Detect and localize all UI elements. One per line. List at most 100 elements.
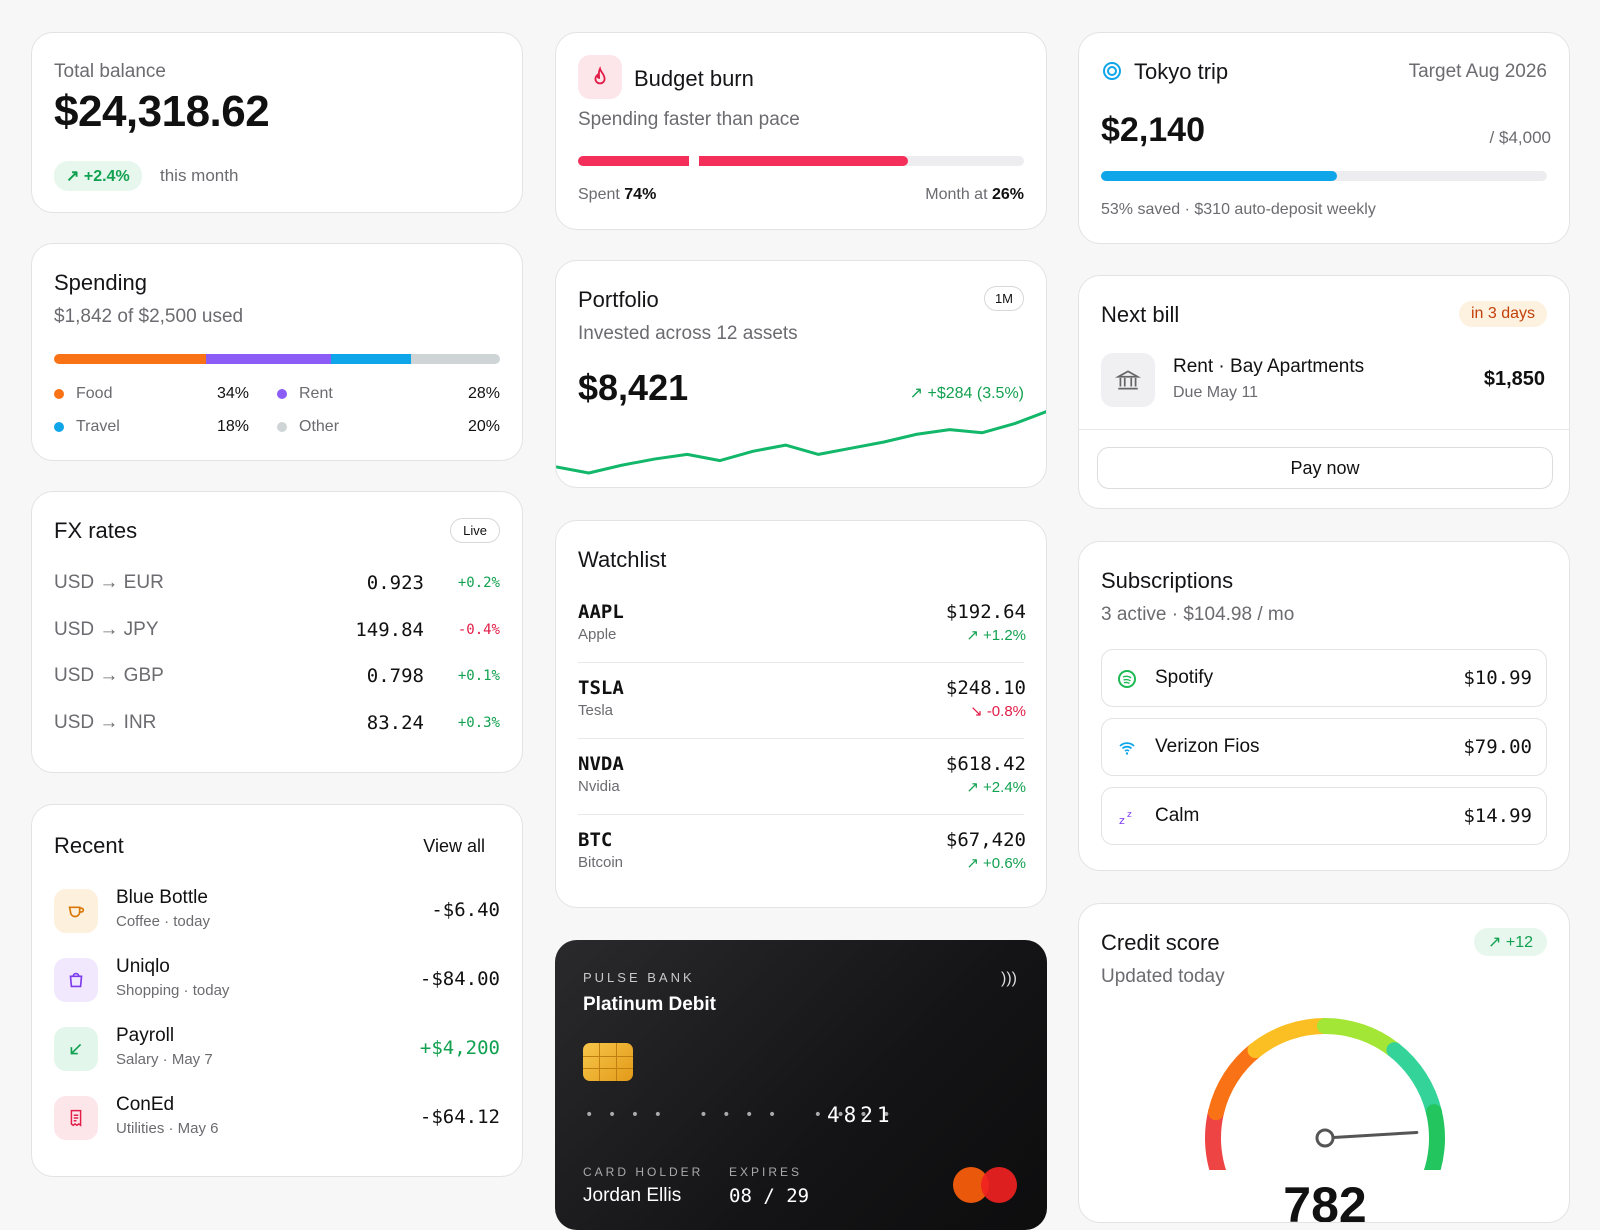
price-change: ↘ -0.8% (970, 703, 1026, 720)
price: $248.10 (945, 677, 1026, 699)
legend-value: 34% (216, 385, 249, 402)
flame-icon (578, 55, 622, 99)
transaction-name: ConEd (116, 1094, 175, 1115)
watchlist-row[interactable]: NVDA Nvidia $618.42 ↗ +2.4% (556, 753, 1046, 819)
legend-dot (277, 422, 287, 432)
legend-dot (54, 422, 64, 432)
balance-amount: $24,318.62 (54, 87, 270, 136)
svg-text:z: z (1119, 814, 1125, 827)
subscription-row[interactable]: z z Calm $14.99 (1101, 787, 1547, 845)
card-holder: Jordan Ellis (583, 1185, 682, 1206)
legend-label: Other (299, 418, 340, 435)
range-selector[interactable]: 1M (983, 286, 1024, 311)
ticker: AAPL (578, 601, 624, 623)
subscription-row[interactable]: Verizon Fios $79.00 (1101, 718, 1547, 776)
legend-label: Food (76, 385, 113, 402)
goal-note: 53% saved · $310 auto-deposit weekly (1101, 201, 1376, 218)
network-logo-right (981, 1167, 1017, 1203)
legend-dot (277, 389, 287, 399)
price-change: ↗ +1.2% (966, 627, 1026, 644)
gauge-segment (1208, 1042, 1264, 1121)
legend-label: Travel (76, 418, 120, 435)
goal-total: / $4,000 (1489, 128, 1551, 147)
fx-pair: USD → INR (54, 711, 157, 733)
subscription-price: $14.99 (1463, 805, 1532, 827)
company-name: Nvidia (578, 778, 620, 795)
subscription-name: Calm (1155, 805, 1200, 826)
live-badge: Live (450, 518, 500, 543)
portfolio-value: $8,421 (578, 367, 689, 408)
gauge-segment (1205, 1104, 1227, 1170)
trend-up-icon: ↗ (66, 168, 80, 185)
price-change: ↗ +2.4% (966, 779, 1026, 796)
divider (578, 662, 1024, 663)
bank-building-icon (1101, 353, 1155, 407)
spending-bar (54, 354, 500, 364)
fx-title: FX rates (54, 518, 138, 543)
contactless-icon: ))) (1001, 970, 1017, 987)
gauge-needle (1323, 1130, 1419, 1140)
balance-change: +2.4% (83, 168, 130, 185)
watchlist-row[interactable]: BTC Bitcoin $67,420 ↗ +0.6% (556, 829, 1046, 895)
legend-value: 18% (216, 418, 249, 435)
credit-card: Credit score ↗ +12 Updated today 782 (1078, 903, 1570, 1223)
spending-legend-item: Other 20% (277, 415, 500, 439)
shopping-bag-icon (54, 958, 98, 1002)
fx-change: -0.4% (457, 621, 500, 638)
transaction-name: Blue Bottle (116, 887, 208, 908)
chip-icon (583, 1043, 633, 1081)
company-name: Apple (578, 626, 617, 643)
receipt-icon (54, 1096, 98, 1140)
spending-card: Spending $1,842 of $2,500 used Food 34% Re… (31, 243, 523, 461)
portfolio-change: ↗ +$284 (3.5%) (909, 385, 1024, 402)
legend-value: 20% (467, 418, 500, 435)
goal-progress-bar (1101, 171, 1338, 181)
fx-pair: USD → JPY (54, 618, 159, 640)
fx-pair: USD → GBP (54, 665, 164, 686)
subscription-row[interactable]: Spotify $10.99 (1101, 649, 1547, 707)
divider (578, 738, 1024, 739)
spending-legend-item: Food 34% (54, 382, 249, 406)
goal-saved: $2,140 (1101, 111, 1205, 149)
spending-segment (410, 354, 500, 364)
transaction-meta: Shopping · today (116, 982, 230, 999)
credit-gauge (1205, 1018, 1445, 1170)
credit-title: Credit score (1101, 930, 1220, 955)
fx-rate: 0.923 (366, 572, 424, 594)
card-number-masked: • • • • • • • • • • • • (585, 1107, 894, 1123)
balance-change-badge: ↗ +2.4% (54, 161, 142, 191)
watchlist-row[interactable]: AAPL Apple $192.64 ↗ +1.2% (556, 601, 1046, 667)
fx-change: +0.3% (457, 714, 500, 731)
due-badge: in 3 days (1458, 301, 1547, 327)
subscription-name: Spotify (1155, 667, 1214, 688)
portfolio-card: Portfolio 1M Invested across 12 assets $… (555, 260, 1047, 488)
subscriptions-title: Subscriptions (1101, 568, 1234, 593)
ticker: NVDA (578, 753, 624, 775)
divider (578, 814, 1024, 815)
goal-track (1101, 171, 1547, 181)
fx-pair: USD → EUR (54, 572, 164, 593)
trend-up-icon: ↗ (1488, 934, 1502, 951)
bill-card: Next bill in 3 days Rent · Bay Apartment… (1078, 275, 1570, 509)
fx-rate: 83.24 (366, 711, 424, 734)
balance-card: Total balance $24,318.62 ↗ +2.4% this mo… (31, 32, 523, 213)
sparkline-path (556, 410, 1046, 475)
pay-now-button[interactable]: Pay now (1097, 447, 1553, 489)
budget-card: Budget burn Spending faster than pace Sp… (555, 32, 1047, 230)
credit-subtitle: Updated today (1101, 966, 1225, 987)
wifi-icon (1116, 737, 1138, 759)
view-all-link[interactable]: View all (423, 836, 485, 856)
transaction-meta: Coffee · today (116, 913, 210, 930)
spending-summary: $1,842 of $2,500 used (54, 306, 244, 327)
watchlist-row[interactable]: TSLA Tesla $248.10 ↘ -0.8% (556, 677, 1046, 743)
recent-title: Recent (54, 833, 124, 858)
debit-card[interactable]: PULSE BANK Platinum Debit ))) • • • • • … (555, 940, 1047, 1230)
card-expiry: 08 / 29 (729, 1185, 810, 1207)
subscription-price: $10.99 (1463, 667, 1532, 689)
company-name: Tesla (578, 702, 614, 719)
subscription-name: Verizon Fios (1155, 736, 1260, 757)
spending-title: Spending (54, 270, 147, 295)
budget-subtitle: Spending faster than pace (578, 109, 800, 130)
ticker: TSLA (578, 677, 624, 699)
budget-spent: Spent 74% (578, 186, 657, 203)
